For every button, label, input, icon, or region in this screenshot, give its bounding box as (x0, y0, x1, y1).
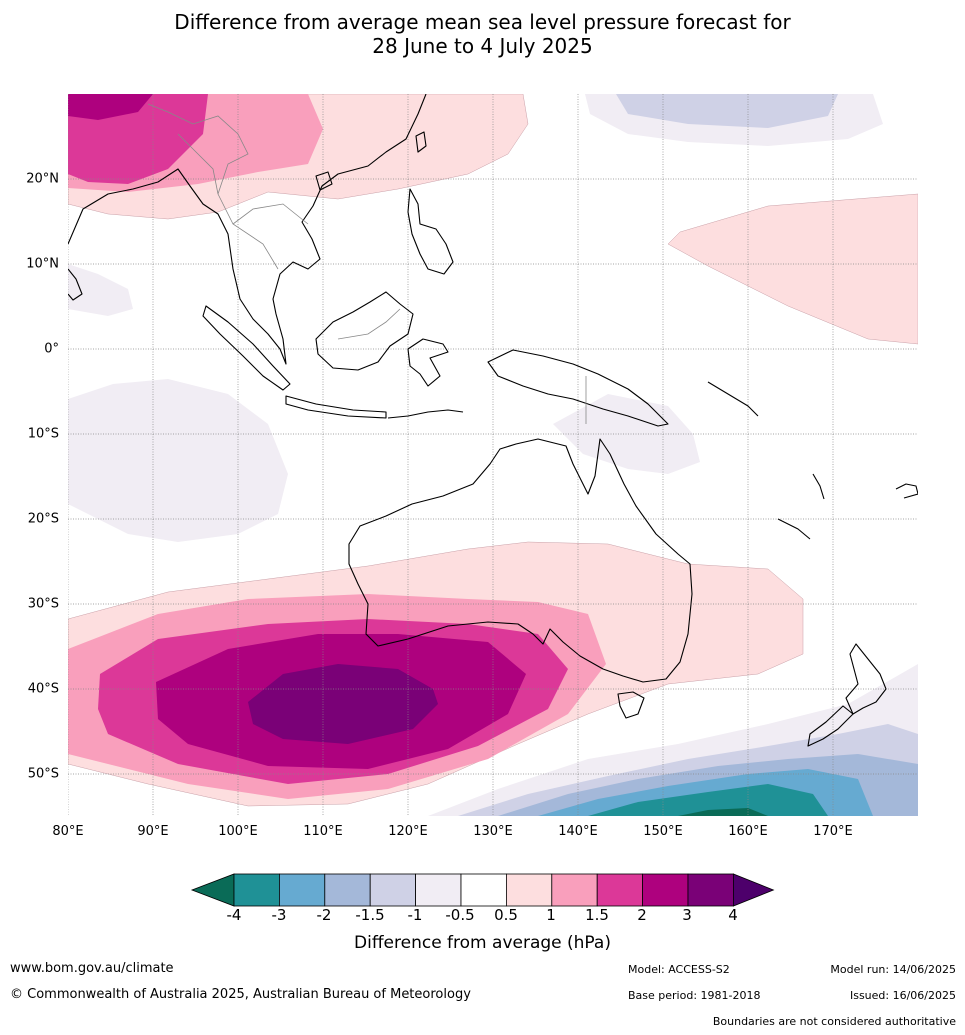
lon-label-170e: 170°E (813, 824, 853, 839)
base-period-text: Base period: 1981-2018 (628, 989, 761, 1002)
colorbar-segment (596, 873, 644, 907)
copyright-text: © Commonwealth of Australia 2025, Austra… (10, 987, 471, 1002)
colorbar-tick-label: -4 (226, 906, 242, 924)
colorbar-tick-label: -2 (316, 906, 332, 924)
colorbar-tick-label: 0.5 (494, 906, 518, 924)
map-graticule (68, 94, 918, 816)
lon-label-90e: 90°E (137, 824, 169, 839)
lat-label-50s: 50°S (27, 766, 59, 782)
country-borders (147, 103, 587, 424)
coastlines (68, 94, 918, 747)
title-line-1: Difference from average mean sea level p… (174, 10, 791, 34)
lat-label-10s: 10°S (27, 426, 59, 442)
lat-label-40s: 40°S (27, 681, 59, 697)
lon-label-80e: 80°E (52, 824, 84, 839)
lat-label-20s: 20°S (27, 511, 59, 527)
anomaly-west-negative (68, 264, 133, 316)
colorbar-tick-label: -1.5 (355, 906, 385, 924)
lon-label-120e: 120°E (388, 824, 428, 839)
colorbar-segment (369, 873, 416, 907)
lon-label-110e: 110°E (303, 824, 343, 839)
colorbar-tick-label: 1.5 (585, 906, 609, 924)
disclaimer-text: Boundaries are not considered authoritat… (712, 1015, 956, 1028)
title-line-2: 28 June to 4 July 2025 (372, 34, 593, 58)
colorbar-tick-label: -1 (407, 906, 423, 924)
colorbar-tick-label: 2 (637, 906, 647, 924)
colorbar-segment (687, 873, 734, 907)
anomaly-indian-ocean-negative (68, 379, 288, 542)
lat-label-10n: 10°N (26, 256, 59, 272)
colorbar-segment (505, 873, 553, 907)
colorbar-tick-label: -0.5 (445, 906, 475, 924)
colorbar-tick-label: 1 (546, 906, 556, 924)
lon-label-140e: 140°E (558, 824, 598, 839)
colorbar-segment (642, 873, 689, 907)
lat-label-0: 0° (44, 341, 59, 357)
model-text: Model: ACCESS-S2 (628, 963, 730, 976)
lon-label-150e: 150°E (643, 824, 683, 839)
lat-label-20n: 20°N (26, 171, 59, 187)
anomaly-southern-positive (68, 541, 804, 807)
colorbar-segment (279, 873, 326, 907)
colorbar-tick-label: 4 (728, 906, 738, 924)
colorbar-extend-max (733, 873, 775, 907)
colorbar-title: Difference from average (hPa) (354, 933, 611, 953)
lat-label-30s: 30°S (27, 596, 59, 612)
colorbar-extend-min (190, 873, 235, 907)
map-title: Difference from average mean sea level p… (0, 10, 965, 58)
model-run-text: Model run: 14/06/2025 (830, 963, 956, 976)
lon-label-160e: 160°E (728, 824, 768, 839)
lon-label-130e: 130°E (473, 824, 513, 839)
colorbar-tick-label: -3 (271, 906, 287, 924)
anomaly-southern-ocean-negative (428, 664, 918, 816)
colorbar-segment (460, 873, 507, 907)
anomaly-pacific-positive (667, 193, 918, 345)
colorbar-segment (324, 873, 371, 907)
website-link[interactable]: www.bom.gov.au/climate (10, 961, 174, 976)
colorbar (190, 873, 775, 907)
colorbar-segment (233, 873, 280, 907)
anomaly-pacific-north (585, 94, 883, 146)
lon-label-100e: 100°E (218, 824, 258, 839)
colorbar-segment (415, 873, 462, 907)
colorbar-segment (551, 873, 598, 907)
colorbar-tick-label: 3 (682, 906, 692, 924)
issued-text: Issued: 16/06/2025 (849, 989, 956, 1002)
pressure-anomaly-map (68, 94, 918, 816)
